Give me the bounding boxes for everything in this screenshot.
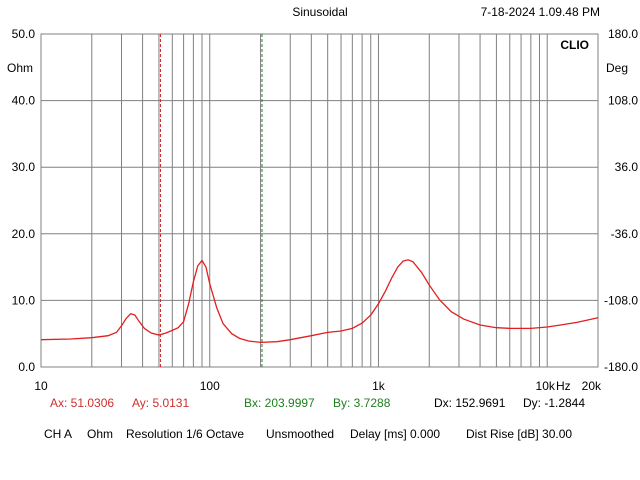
impedance-trace (40, 259, 599, 344)
y-tick-label: 40.0 (12, 94, 36, 108)
brand-label: CLIO (560, 38, 589, 52)
y-right-tick-label: 36.0 (615, 160, 639, 174)
delta-y-readout: Dy: -1.2844 (523, 396, 585, 410)
x-tick-label: 20k (582, 379, 602, 393)
delta-x-readout: Dx: 152.9691 (434, 396, 506, 410)
x-axis-unit: Hz (556, 379, 571, 393)
delay-label: Delay [ms] 0.000 (350, 427, 441, 441)
y-right-tick-label: -180.0 (604, 360, 638, 374)
cursor-a-x-readout: Ax: 51.0306 (50, 396, 114, 410)
left-axis-ticks: 0.0 10.0 20.0 30.0 40.0 50.0 (12, 27, 36, 374)
y-right-tick-label: 180.0 (608, 27, 638, 41)
y-right-tick-label: -108.0 (604, 293, 638, 307)
right-axis-ticks: -180.0 -108.0 -36.0 36.0 108.0 180.0 (604, 27, 638, 374)
y-tick-label: 30.0 (12, 160, 36, 174)
x-tick-label: 100 (200, 379, 220, 393)
channel-label: CH A (44, 427, 73, 441)
cursor-a-y-readout: Ay: 5.0131 (132, 396, 189, 410)
unit-label: Ohm (87, 427, 114, 441)
cursor-b-x-readout: Bx: 203.9997 (244, 396, 315, 410)
y-tick-label: 50.0 (12, 27, 36, 41)
x-tick-label: 10 (34, 379, 48, 393)
plot-grid (40, 33, 599, 368)
y-tick-label: 10.0 (12, 293, 36, 307)
measurement-mode: Sinusoidal (292, 5, 347, 19)
y-tick-label: 20.0 (12, 227, 36, 241)
timestamp: 7-18-2024 1.09.48 PM (481, 5, 600, 19)
impedance-chart: Sinusoidal 7-18-2024 1.09.48 PM 0.0 10.0 2… (7, 5, 638, 410)
right-axis-unit: Deg (606, 61, 628, 75)
y-right-tick-label: -36.0 (611, 227, 639, 241)
x-tick-label: 10k (536, 379, 556, 393)
x-tick-label: 1k (372, 379, 386, 393)
plot-frame (40, 33, 599, 368)
y-tick-label: 0.0 (18, 360, 35, 374)
resolution-label: Resolution 1/6 Octave (126, 427, 245, 441)
x-axis-ticks: 10 100 1k 10k 20k (34, 379, 602, 393)
dist-rise-label: Dist Rise [dB] 30.00 (466, 427, 573, 441)
cursor-lines[interactable] (159, 34, 263, 367)
cursor-b-y-readout: By: 3.7288 (333, 396, 391, 410)
y-right-tick-label: 108.0 (608, 94, 638, 108)
smoothing-label: Unsmoothed (266, 427, 335, 441)
left-axis-unit: Ohm (7, 61, 33, 75)
